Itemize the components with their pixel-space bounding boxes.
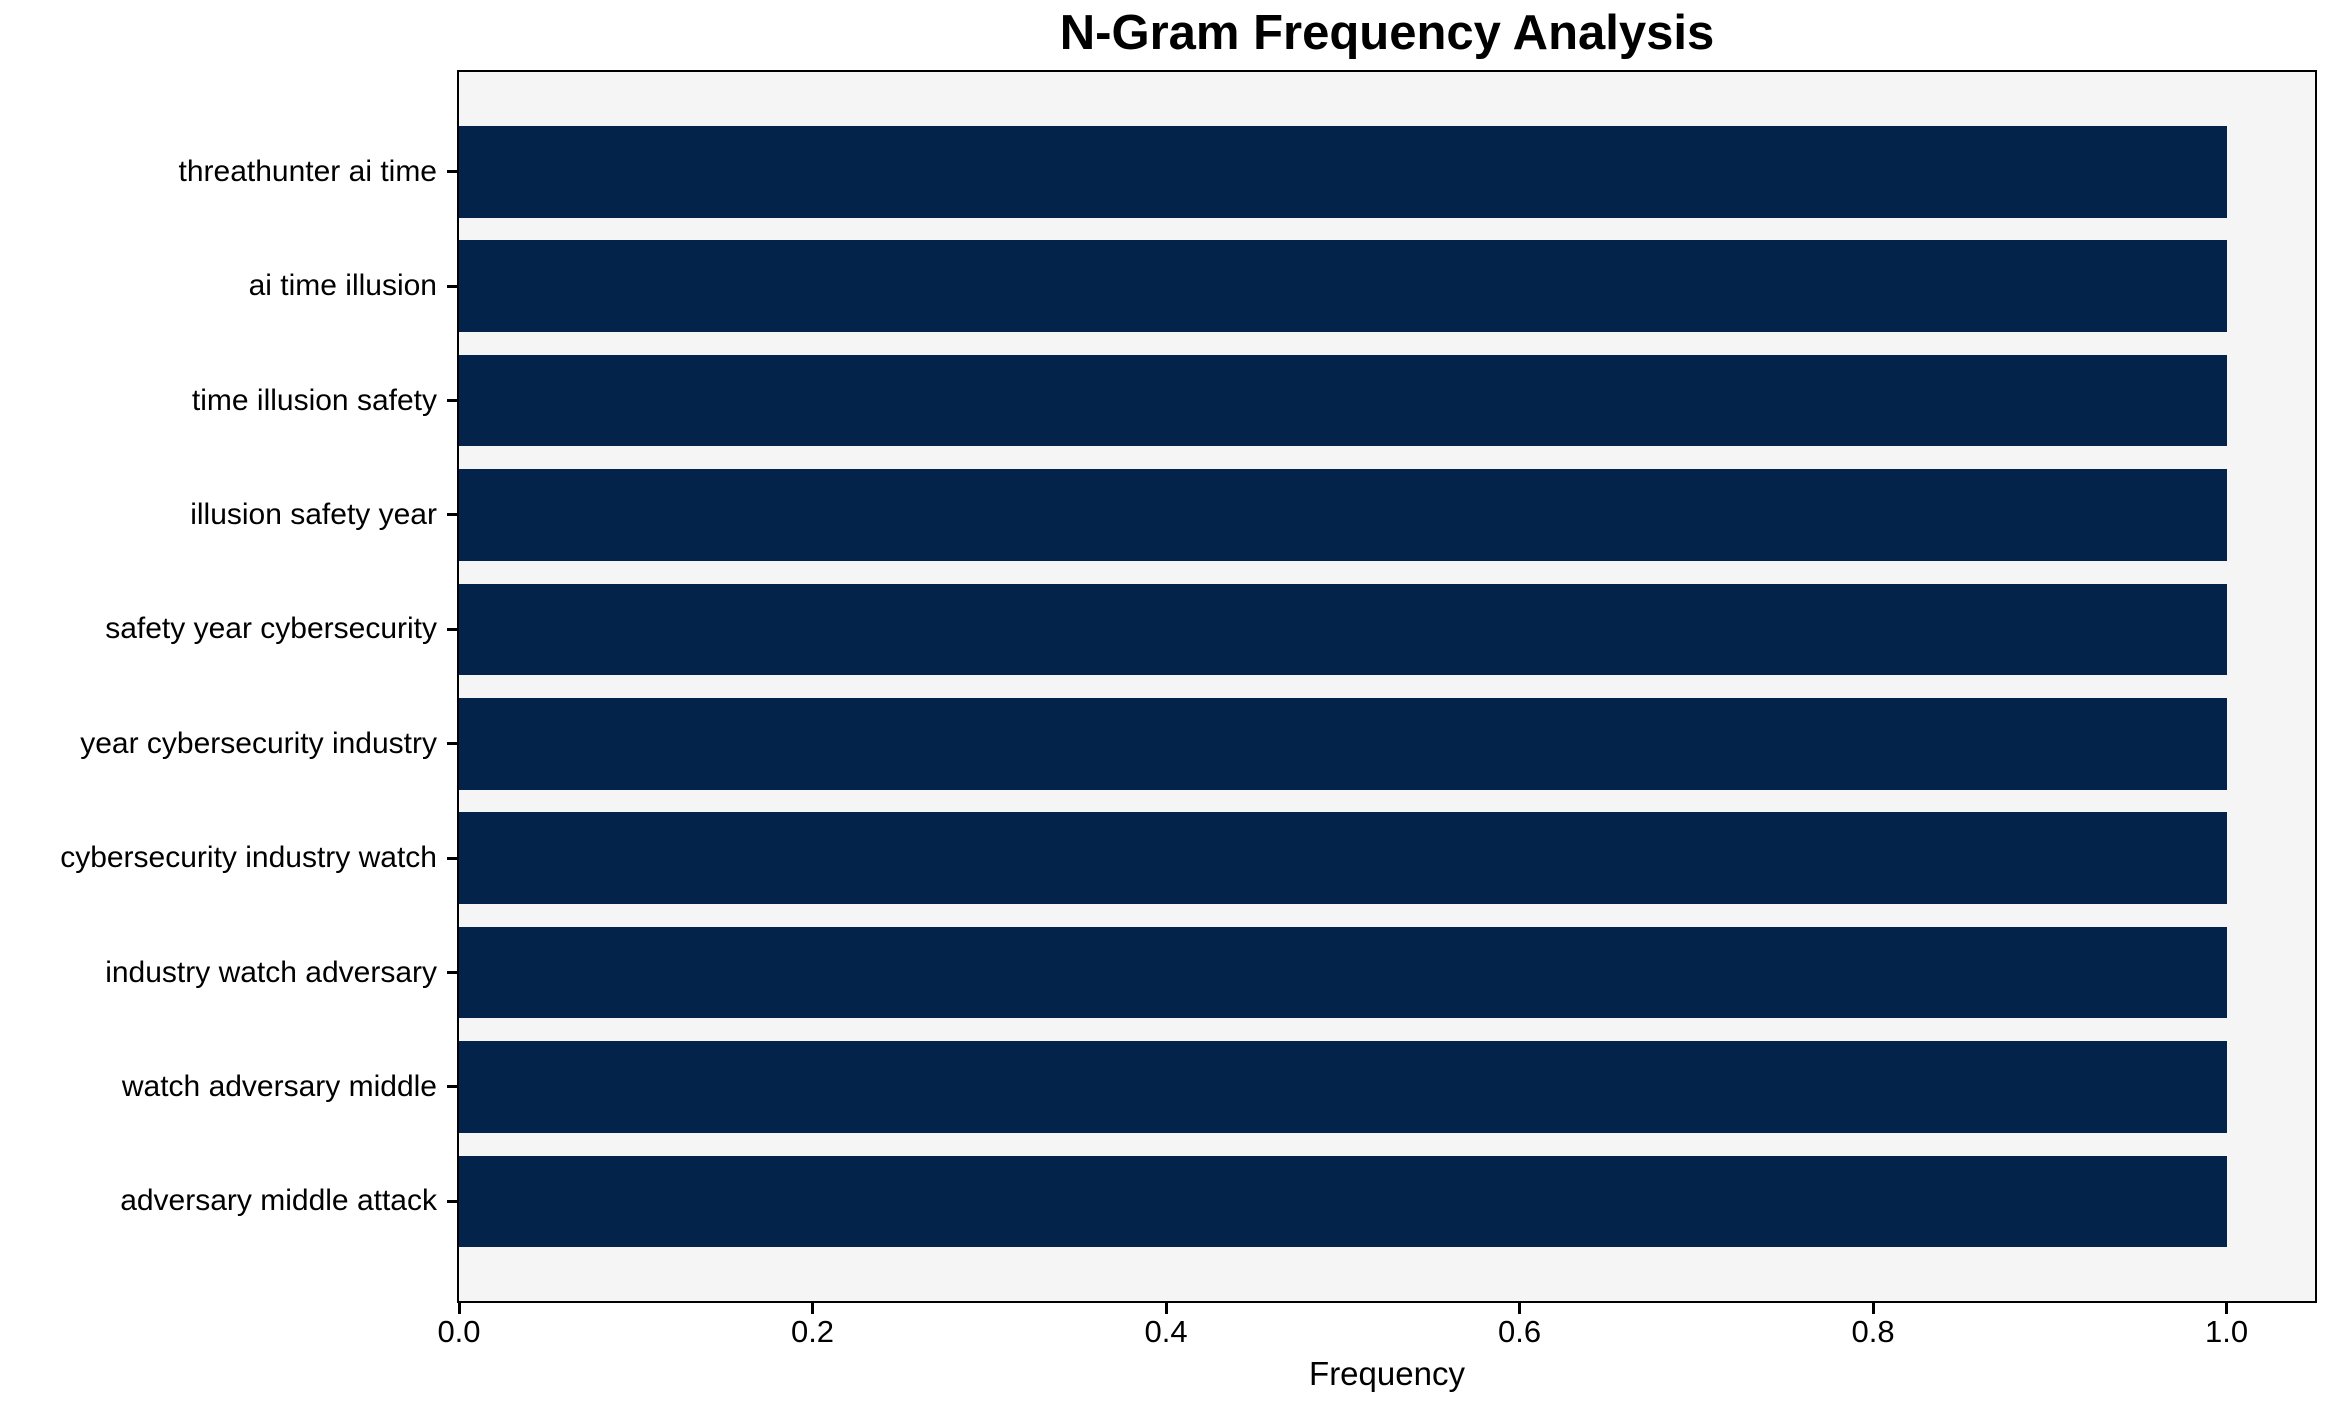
y-tick-label: adversary middle attack: [120, 1184, 437, 1218]
x-tick-label: 0.8: [1851, 1314, 1895, 1349]
bar: [459, 469, 2227, 561]
x-tick-label: 0.4: [1144, 1314, 1188, 1349]
x-tick-mark: [1871, 1303, 1875, 1314]
chart-title: N-Gram Frequency Analysis: [1059, 6, 1715, 60]
x-tick-mark: [457, 1303, 461, 1314]
bar: [459, 812, 2227, 904]
y-tick-label: illusion safety year: [190, 497, 437, 531]
y-tick-mark: [447, 284, 457, 288]
x-tick-mark: [1164, 1303, 1168, 1314]
y-tick-mark: [447, 1085, 457, 1089]
y-tick-mark: [447, 856, 457, 860]
x-tick-label: 0.2: [790, 1314, 835, 1349]
x-tick-mark: [811, 1303, 815, 1314]
y-tick-mark: [447, 170, 457, 174]
bar: [459, 240, 2227, 332]
y-tick-label: safety year cybersecurity: [105, 612, 437, 646]
y-tick-mark: [447, 513, 457, 517]
bar: [459, 1041, 2227, 1133]
y-tick-mark: [447, 742, 457, 746]
bar: [459, 1155, 2227, 1248]
x-tick-label: 1.0: [2205, 1314, 2249, 1349]
x-tick-label: 0.0: [437, 1314, 481, 1349]
x-tick-mark: [1518, 1303, 1522, 1314]
y-tick-label: ai time illusion: [248, 269, 437, 303]
x-tick-label: 0.6: [1498, 1314, 1542, 1349]
bar: [459, 126, 2227, 218]
bar: [459, 926, 2227, 1019]
y-tick-mark: [447, 399, 457, 403]
y-tick-mark: [447, 627, 457, 631]
y-tick-label: year cybersecurity industry: [80, 726, 437, 760]
x-axis-title: Frequency: [1309, 1355, 1465, 1392]
y-tick-label: time illusion safety: [191, 383, 437, 417]
y-tick-mark: [447, 1199, 457, 1203]
x-tick-mark: [2225, 1303, 2229, 1314]
bar: [459, 698, 2227, 790]
plot-area: [457, 70, 2317, 1303]
y-tick-label: threathunter ai time: [178, 154, 437, 188]
bar: [459, 583, 2227, 676]
y-tick-label: cybersecurity industry watch: [60, 841, 437, 875]
bar: [459, 354, 2227, 447]
y-tick-mark: [447, 971, 457, 975]
y-tick-label: industry watch adversary: [105, 955, 437, 989]
y-tick-label: watch adversary middle: [121, 1069, 437, 1103]
